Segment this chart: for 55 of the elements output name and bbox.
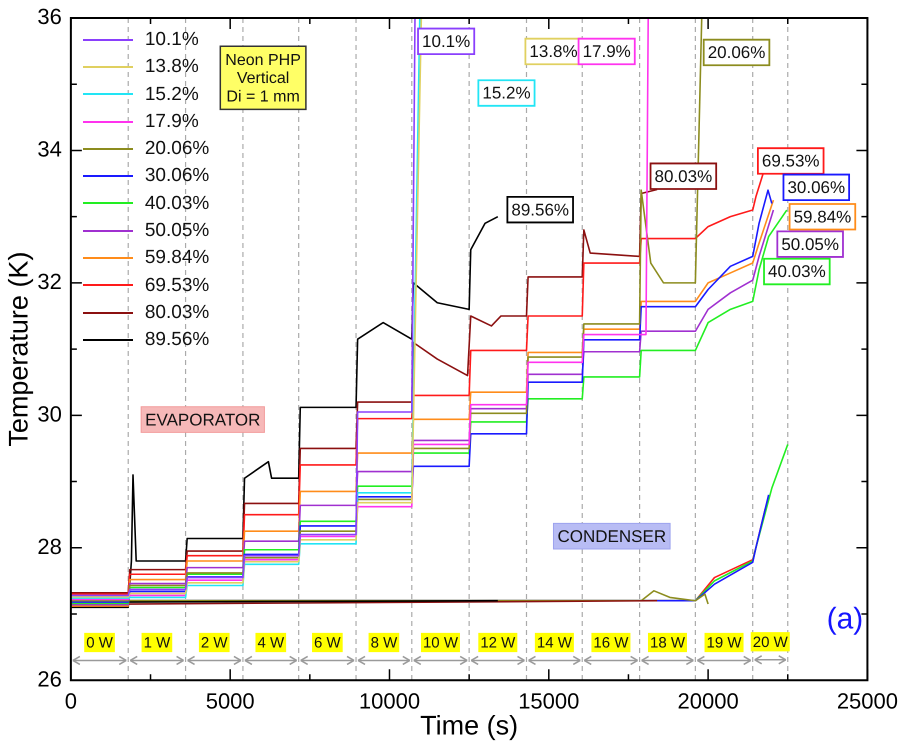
legend-label: 13.8% — [144, 55, 199, 80]
annotation: 6 W — [314, 634, 342, 652]
y-tick-label: 28 — [37, 534, 62, 559]
y-tick-label: 26 — [37, 666, 62, 692]
annotation: CONDENSER — [557, 526, 666, 546]
annotation: 16 W — [593, 634, 630, 652]
x-tick-label: 20000 — [678, 688, 739, 714]
x-tick-label: 25000 — [836, 688, 898, 714]
legend-label: 17.9% — [144, 110, 199, 134]
annotation: 59.84% — [794, 207, 852, 226]
annotation: 69.53% — [762, 152, 820, 171]
annotation: 13.8% — [529, 42, 578, 62]
y-tick-label: 30 — [37, 401, 62, 426]
legend-label: 89.56% — [144, 328, 210, 352]
annotation: 20.06% — [708, 43, 766, 62]
legend-label: 50.05% — [144, 219, 210, 244]
legend-label: 30.06% — [144, 164, 210, 188]
legend-label: 80.03% — [144, 300, 210, 325]
x-tick-label: 0 — [64, 688, 77, 714]
annotation: 12 W — [480, 634, 516, 652]
annotation: 0 W — [86, 634, 114, 652]
annotation: 1 W — [144, 634, 172, 652]
y-axis-title: Temperature (K) — [4, 252, 34, 447]
x-axis-title: Time (s) — [420, 710, 518, 740]
annotation: 10 W — [422, 634, 459, 652]
annotation: 17.9% — [582, 42, 631, 62]
annotation: 40.03% — [768, 262, 826, 282]
legend-label: 59.84% — [144, 246, 210, 270]
legend-label: 40.03% — [144, 192, 210, 216]
y-tick-label: 34 — [37, 136, 62, 162]
annotation: 50.05% — [781, 234, 839, 254]
annotation: EVAPORATOR — [145, 410, 260, 430]
annotation: 15.2% — [482, 84, 531, 103]
annotation: 18 W — [650, 634, 686, 652]
annotation: 10.1% — [422, 32, 470, 52]
annotation: 8 W — [370, 634, 398, 652]
annotation: 80.03% — [654, 166, 712, 186]
annotation: (a) — [826, 602, 864, 636]
legend-label: 69.53% — [144, 274, 210, 298]
annotation: 19 W — [706, 634, 742, 652]
annotation: 2 W — [200, 634, 228, 652]
x-tick-label: 5000 — [206, 688, 255, 714]
annotation: Neon PHP Vertical Di = 1 mm — [225, 52, 301, 106]
annotation: 14 W — [536, 634, 573, 652]
annotation: 30.06% — [787, 178, 846, 198]
annotation: 4 W — [257, 634, 285, 652]
legend-label: 10.1% — [144, 28, 199, 52]
x-tick-label: 15000 — [518, 688, 580, 714]
y-tick-label: 32 — [37, 268, 62, 294]
annotation: 20 W — [752, 634, 789, 651]
x-tick-label: 10000 — [358, 688, 420, 714]
legend-label: 20.06% — [144, 137, 210, 162]
annotation: 89.56% — [511, 200, 570, 220]
y-tick-label: 36 — [37, 4, 62, 30]
legend-label: 15.2% — [144, 82, 199, 107]
